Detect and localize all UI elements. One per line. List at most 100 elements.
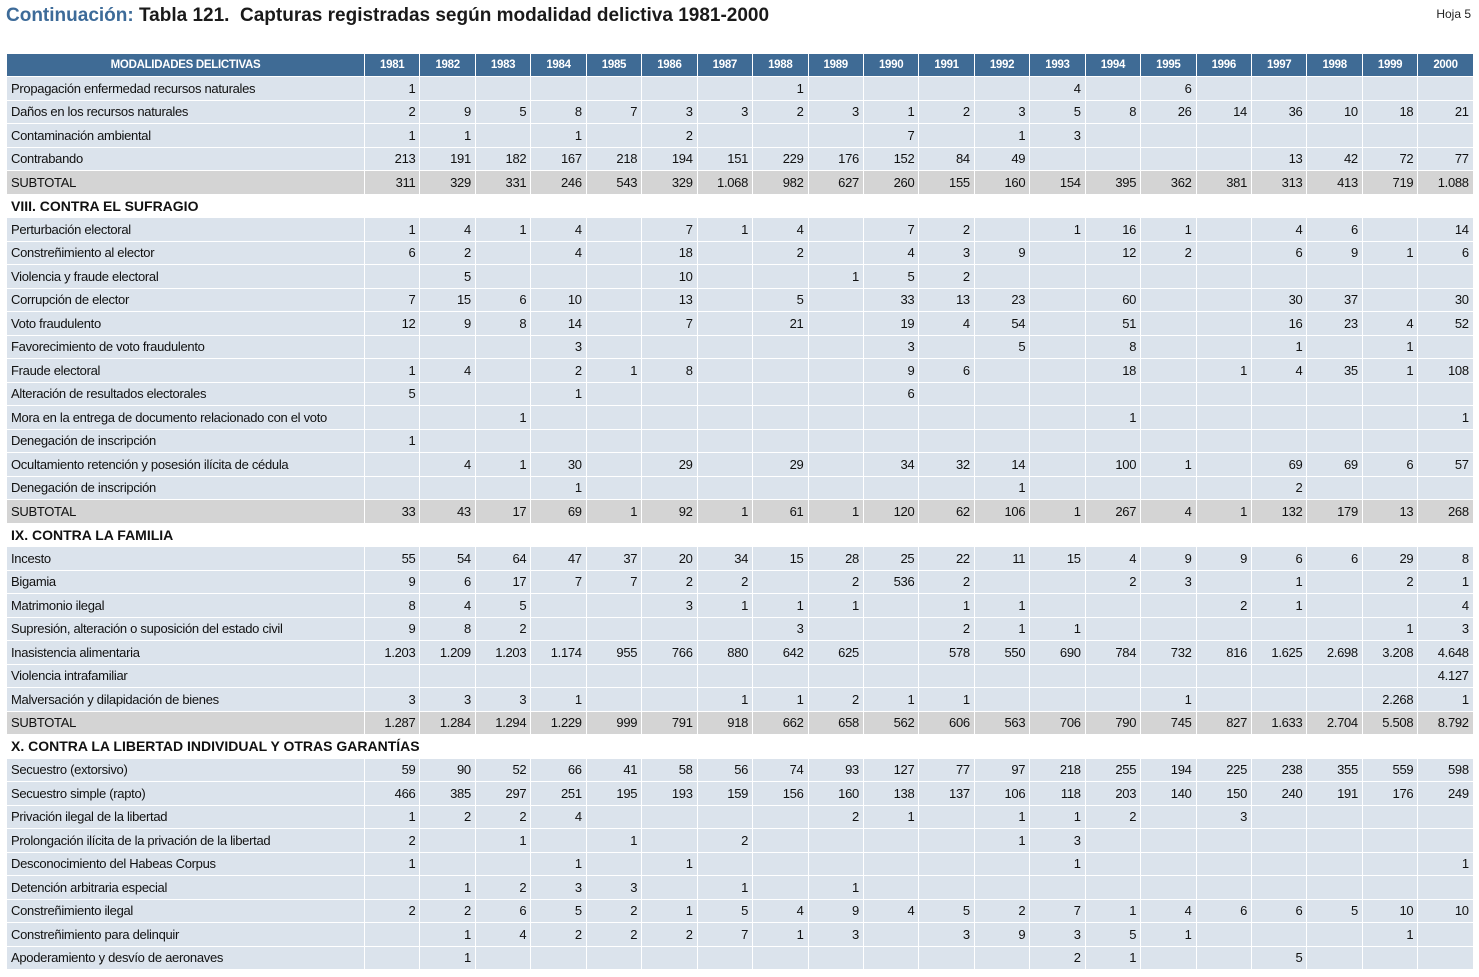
- cell: 791: [641, 710, 698, 735]
- subtotal-row: SUBTOTAL 33 43 17 69 1 92 1 61 1 120 62 106 1 267 4 1 132…: [6, 499, 1474, 524]
- cell: [807, 828, 864, 853]
- column-header: 1988: [752, 53, 809, 77]
- subtotal-row: SUBTOTAL 311 329 331 246 543 329 1.068 982 627 260…: [6, 170, 1474, 195]
- cell: 719: [1361, 170, 1419, 195]
- cell: 2: [918, 264, 975, 289]
- cell: [530, 428, 587, 453]
- cell: 662: [752, 710, 809, 735]
- row-label: SUBTOTAL: [6, 170, 365, 195]
- cell: 29: [752, 452, 809, 477]
- cell: [862, 828, 920, 853]
- cell: [1084, 146, 1142, 171]
- cell: 18: [1361, 99, 1419, 124]
- cell: [585, 240, 643, 265]
- data-row: Violencia intrafamiliar 4.127: [6, 663, 1474, 688]
- cell: 982: [752, 170, 809, 195]
- cell: [419, 428, 476, 453]
- cell: [973, 945, 1031, 970]
- cell: [696, 804, 754, 829]
- cell: 59: [363, 757, 421, 782]
- cell: [1361, 875, 1419, 900]
- cell: 18: [641, 240, 698, 265]
- cell: [474, 851, 532, 876]
- row-label: Constreñimiento para delinquir: [6, 922, 365, 947]
- cell: 8: [474, 311, 532, 336]
- data-row: Privación ilegal de la libertad 1 2 2 4 2 1 1 1 2…: [6, 804, 1474, 829]
- cell: [807, 945, 864, 970]
- cell: [1140, 616, 1197, 641]
- cell: 8: [530, 99, 587, 124]
- cell: 191: [419, 146, 476, 171]
- cell: 8: [1084, 99, 1142, 124]
- cell: [1140, 381, 1197, 406]
- cell: [585, 311, 643, 336]
- data-row: Matrimonio ilegal 8 4 5 3 1 1 1 1 1 2 1 4: [6, 593, 1474, 618]
- column-header: 1996: [1195, 53, 1253, 77]
- cell: 4: [1140, 499, 1197, 524]
- cell: [1029, 311, 1086, 336]
- cell: 32: [918, 452, 975, 477]
- cell: [1195, 217, 1253, 242]
- cell: 2: [1084, 804, 1142, 829]
- cell: [1250, 264, 1308, 289]
- data-row: Fraude electoral 1 4 2 1 8 9 6 18 1 4 35 1 108: [6, 358, 1474, 383]
- cell: [862, 428, 920, 453]
- cell: [1306, 381, 1363, 406]
- cell: [1250, 663, 1308, 688]
- cell: [363, 452, 421, 477]
- cell: [1140, 875, 1197, 900]
- cell: 5: [862, 264, 920, 289]
- cell: 29: [1361, 546, 1419, 571]
- cell: 92: [641, 499, 698, 524]
- cell: [807, 452, 864, 477]
- cell: [363, 922, 421, 947]
- cell: 47: [530, 546, 587, 571]
- data-row: Constreñimiento para delinquir 1 4 2 2 2 7 1 3 3 9…: [6, 922, 1474, 947]
- data-row: Corrupción de elector 7 15 6 10 13 5 33 13 23 60 30…: [6, 287, 1474, 312]
- cell: [530, 663, 587, 688]
- cell: [1361, 828, 1419, 853]
- cell: 4: [530, 217, 587, 242]
- cell: [918, 828, 975, 853]
- cell: 151: [696, 146, 754, 171]
- cell: 1: [585, 828, 643, 853]
- cell: 7: [363, 287, 421, 312]
- cell: 827: [1195, 710, 1253, 735]
- cell: 732: [1140, 640, 1197, 665]
- cell: 1: [807, 499, 864, 524]
- cell: 17: [474, 569, 532, 594]
- cell: 5: [918, 898, 975, 923]
- cell: 3: [862, 334, 920, 359]
- cell: 2: [918, 616, 975, 641]
- cell: [1306, 334, 1363, 359]
- cell: [807, 616, 864, 641]
- cell: [696, 616, 754, 641]
- cell: 7: [530, 569, 587, 594]
- cell: 1: [1361, 358, 1419, 383]
- cell: [1195, 405, 1253, 430]
- cell: 43: [419, 499, 476, 524]
- cell: [1140, 851, 1197, 876]
- cell: 60: [1084, 287, 1142, 312]
- cell: [1306, 804, 1363, 829]
- cell: 4: [419, 217, 476, 242]
- cell: 10: [530, 287, 587, 312]
- row-label: Secuestro (extorsivo): [6, 757, 365, 782]
- cell: 3.208: [1361, 640, 1419, 665]
- cell: 1: [807, 875, 864, 900]
- cell: [1306, 828, 1363, 853]
- cell: 58: [641, 757, 698, 782]
- cell: [1361, 76, 1419, 101]
- cell: 6: [474, 898, 532, 923]
- cell: [641, 475, 698, 500]
- cell: [1029, 240, 1086, 265]
- cell: 1: [1417, 687, 1474, 712]
- data-row: Inasistencia alimentaria 1.203 1.209 1.203 1…: [6, 640, 1474, 665]
- cell: 15: [752, 546, 809, 571]
- cell: 21: [1417, 99, 1474, 124]
- cell: 1.209: [419, 640, 476, 665]
- cell: 213: [363, 146, 421, 171]
- cell: [1029, 875, 1086, 900]
- cell: 69: [1306, 452, 1363, 477]
